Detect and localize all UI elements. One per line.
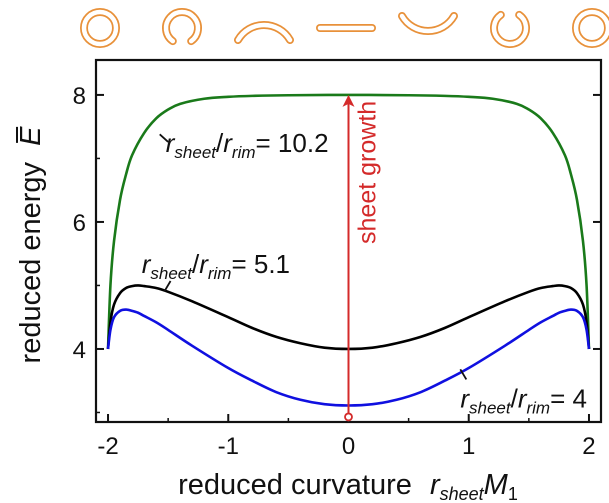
y-axis-label-main: reduced energy bbox=[15, 161, 47, 363]
x-tick-label: -1 bbox=[218, 433, 239, 460]
annotation-part-sub2: rim bbox=[526, 398, 550, 417]
arrow-layer: sheet growth bbox=[342, 94, 382, 422]
x-axis-label-var-sub: sheet bbox=[440, 484, 485, 503]
y-tick-label: 6 bbox=[73, 210, 86, 237]
x-axis-label-var2: M bbox=[484, 469, 509, 501]
x-axis-label-var: r bbox=[430, 469, 441, 501]
annotation-part-sub2: rim bbox=[232, 143, 256, 162]
open-ring-icon bbox=[162, 8, 202, 46]
annotation-part-value: = 5.1 bbox=[231, 249, 290, 279]
x-axis-label-var2-sub: 1 bbox=[508, 484, 518, 503]
annotation-part-var: r bbox=[166, 128, 176, 158]
annotation-label-0: rsheet/rrim= 10.2 bbox=[166, 128, 329, 162]
annotation-part-value: = 4 bbox=[550, 383, 587, 413]
annotation-label-2: rsheet/rrim= 4 bbox=[460, 383, 587, 417]
annotation-part-var2: r bbox=[518, 383, 528, 413]
arrow-origin-dot bbox=[344, 412, 353, 422]
axis-ticks bbox=[96, 93, 601, 422]
y-axis-label-var: E bbox=[15, 126, 47, 146]
annotation-part-var: r bbox=[142, 249, 152, 279]
annotation-part-value: = 10.2 bbox=[256, 128, 329, 158]
x-tick-label: 2 bbox=[582, 433, 595, 460]
open-ring-up-icon bbox=[490, 10, 530, 48]
tick-labels: -2 -1 0 1 2 4 6 8 bbox=[73, 83, 596, 460]
annotation-part-sub1: sheet bbox=[174, 143, 217, 162]
shallow-arc-up-icon bbox=[234, 20, 294, 44]
annotation-pointer bbox=[459, 368, 468, 380]
x-tick-label: -2 bbox=[97, 433, 118, 460]
annotation-part-sep: / bbox=[216, 128, 224, 158]
annotation-part-sub2: rim bbox=[208, 264, 232, 283]
x-axis-label: reduced curvature rsheetM1 bbox=[178, 469, 518, 503]
annotation-part-var2: r bbox=[199, 249, 209, 279]
annotation-part-var2: r bbox=[223, 128, 233, 158]
annotation-part-sep: / bbox=[511, 383, 519, 413]
shape-icons-row bbox=[80, 8, 609, 48]
closed-ring-icon bbox=[572, 8, 609, 48]
annotation-part-var: r bbox=[460, 383, 470, 413]
x-axis-label-main: reduced curvature bbox=[178, 469, 412, 501]
shallow-arc-down-icon bbox=[398, 12, 458, 36]
x-tick-label: 1 bbox=[462, 433, 475, 460]
annotation-label-1: rsheet/rrim= 5.1 bbox=[142, 249, 290, 283]
annotation-pointer bbox=[163, 280, 172, 292]
annotation-part-sub1: sheet bbox=[469, 398, 512, 417]
closed-ring-icon bbox=[80, 8, 120, 48]
annotation-part-sep: / bbox=[192, 249, 200, 279]
annotation-pointer bbox=[159, 133, 169, 143]
y-axis-label: reduced energy E bbox=[15, 126, 47, 364]
y-tick-label: 8 bbox=[73, 83, 86, 110]
x-tick-label: 0 bbox=[342, 433, 355, 460]
annotation-part-sub1: sheet bbox=[150, 264, 193, 283]
y-tick-label: 4 bbox=[73, 337, 86, 364]
arrow-label: sheet growth bbox=[354, 101, 382, 244]
